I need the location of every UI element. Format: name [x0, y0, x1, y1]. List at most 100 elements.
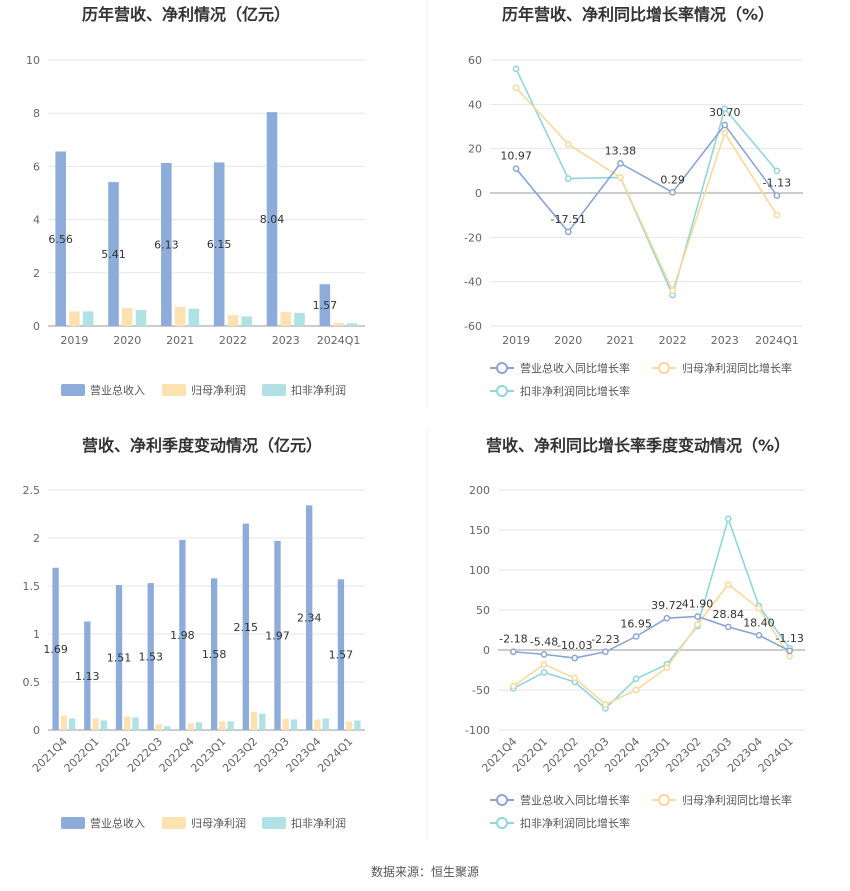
chart-0-bar-net-profit	[69, 311, 80, 326]
chart-2-bar-revenue	[306, 505, 313, 730]
chart-2-data-label: 2.15	[234, 621, 259, 634]
chart-0-bar-revenue	[319, 284, 331, 326]
chart-2-xtick-label: 2024Q1	[315, 735, 355, 775]
chart-3-ytick-label: 0	[483, 644, 490, 657]
chart-0-ytick-label: 4	[33, 214, 40, 227]
chart-1-ytick-label: 20	[468, 143, 482, 156]
chart-2-bar-net-profit	[314, 719, 321, 730]
chart-1-point-0	[512, 165, 520, 173]
chart-2-ytick-label: 0	[33, 724, 40, 737]
chart-2-bar-net-profit	[124, 716, 131, 730]
chart-2-data-label: 1.13	[75, 670, 100, 683]
chart-2-bar-deducted-profit	[164, 726, 171, 730]
chart-0-ytick-label: 8	[33, 107, 40, 120]
chart-2-bar-deducted-profit	[322, 718, 329, 730]
chart-1-point-0	[773, 192, 781, 199]
chart-3-data-label: 41.90	[682, 597, 714, 610]
chart-2-bar-revenue	[242, 523, 249, 730]
chart-3-point-1	[632, 686, 640, 694]
chart-1-ytick-label: 0	[475, 187, 482, 200]
chart-3-point-1	[663, 664, 671, 671]
chart-3-point-1	[540, 661, 548, 668]
chart-3-point-0	[571, 654, 579, 662]
chart-1-point-1	[512, 84, 520, 92]
chart-1-data-label: 30.70	[709, 106, 741, 119]
chart-3-point-0	[663, 614, 671, 622]
chart-3-legend-label: 归母净利润同比增长率	[682, 793, 792, 807]
chart-1-point-2	[564, 175, 572, 182]
chart-1-point-1	[564, 140, 572, 148]
chart-0-data-label: 8.04	[260, 213, 285, 226]
chart-1-point-1	[773, 211, 781, 219]
chart-3-point-1	[786, 653, 794, 660]
chart-0-bar-net-profit	[333, 323, 344, 326]
chart-3-title: 营收、净利同比增长率季度变动情况（%）	[486, 436, 790, 455]
chart-0-data-label: 6.13	[154, 238, 179, 251]
chart-0-ytick-label: 2	[33, 267, 40, 280]
chart-2-bar-net-profit	[345, 721, 353, 730]
chart-3-series-line-1	[512, 583, 791, 706]
chart-1-xtick-label: 2023	[711, 334, 739, 347]
chart-0-ytick-label: 10	[26, 54, 40, 67]
chart-3-data-label: 28.84	[713, 608, 745, 621]
chart-3-point-1	[571, 674, 579, 682]
chart-1-ytick-label: -60	[464, 320, 482, 333]
chart-2-bar-net-profit	[155, 724, 163, 730]
chart-1-point-0	[564, 228, 572, 236]
chart-1-data-label: -1.13	[763, 177, 791, 190]
chart-2-title: 营收、净利季度变动情况（亿元）	[82, 436, 322, 455]
chart-3-legend-swatch-marker	[658, 794, 670, 806]
chart-3-point-0	[602, 648, 609, 656]
chart-2-ytick-label: 0.5	[23, 676, 41, 689]
chart-2-bar-deducted-profit	[290, 719, 298, 730]
chart-2-bar-revenue	[84, 621, 91, 730]
chart-0-bar-deducted-profit	[82, 311, 94, 326]
chart-0-bar-revenue	[108, 182, 119, 326]
chart-3-point-1	[755, 605, 763, 612]
chart-0-xtick-label: 2019	[60, 334, 88, 347]
chart-2-bar-deducted-profit	[259, 713, 266, 730]
chart-0-bar-net-profit	[174, 306, 186, 326]
chart-1-xtick-label: 2020	[554, 334, 582, 347]
chart-0-bar-net-profit	[227, 315, 239, 326]
chart-2-legend-swatch	[61, 817, 85, 829]
chart-0-legend-label: 营业总收入	[90, 383, 145, 397]
chart-2-bar-net-profit	[250, 711, 258, 730]
chart-0-data-label: 6.15	[207, 238, 232, 251]
chart-2-data-label: 1.69	[43, 643, 68, 656]
chart-0-xtick-label: 2023	[272, 334, 300, 347]
chart-2-data-label: 2.34	[297, 612, 322, 625]
chart-1-data-label: 13.38	[605, 144, 637, 157]
chart-0-title: 历年营收、净利情况（亿元）	[82, 5, 290, 24]
chart-3-ytick-label: -100	[465, 724, 490, 737]
chart-2-bar-revenue	[115, 585, 123, 730]
chart-3-point-0	[724, 623, 732, 631]
chart-2-ytick-label: 2.5	[23, 484, 41, 497]
chart-3-point-0	[755, 631, 763, 639]
chart-0-bar-deducted-profit	[347, 323, 358, 326]
chart-2-bar-deducted-profit	[132, 717, 139, 730]
chart-2-bar-revenue	[210, 578, 218, 730]
chart-3-ytick-label: 150	[469, 524, 490, 537]
chart-1-point-1	[669, 287, 676, 294]
chart-1-ytick-label: 60	[468, 54, 482, 67]
chart-1-xtick-label: 2021	[606, 334, 634, 347]
chart-0-xtick-label: 2022	[219, 334, 247, 347]
chart-1-point-0	[721, 121, 729, 129]
chart-3-point-0	[694, 613, 701, 620]
chart-3-series-line-2	[512, 516, 791, 710]
chart-3-data-label: 18.40	[743, 616, 775, 629]
chart-2-bar-deducted-profit	[195, 722, 203, 730]
chart-2-bar-revenue	[147, 583, 154, 730]
chart-2-legend-swatch	[162, 817, 186, 829]
chart-1-legend-swatch-marker	[496, 385, 508, 397]
chart-0-legend-label: 扣非净利润	[291, 383, 346, 397]
chart-0-legend-label: 归母净利润	[191, 383, 246, 397]
chart-2-legend-swatch	[262, 817, 286, 829]
chart-3-data-label: -10.03	[557, 639, 592, 652]
chart-3-legend-swatch-marker	[496, 817, 508, 829]
chart-1-ytick-label: -40	[464, 276, 482, 289]
chart-1-point-2	[721, 105, 729, 113]
chart-0-legend-swatch	[162, 384, 186, 396]
